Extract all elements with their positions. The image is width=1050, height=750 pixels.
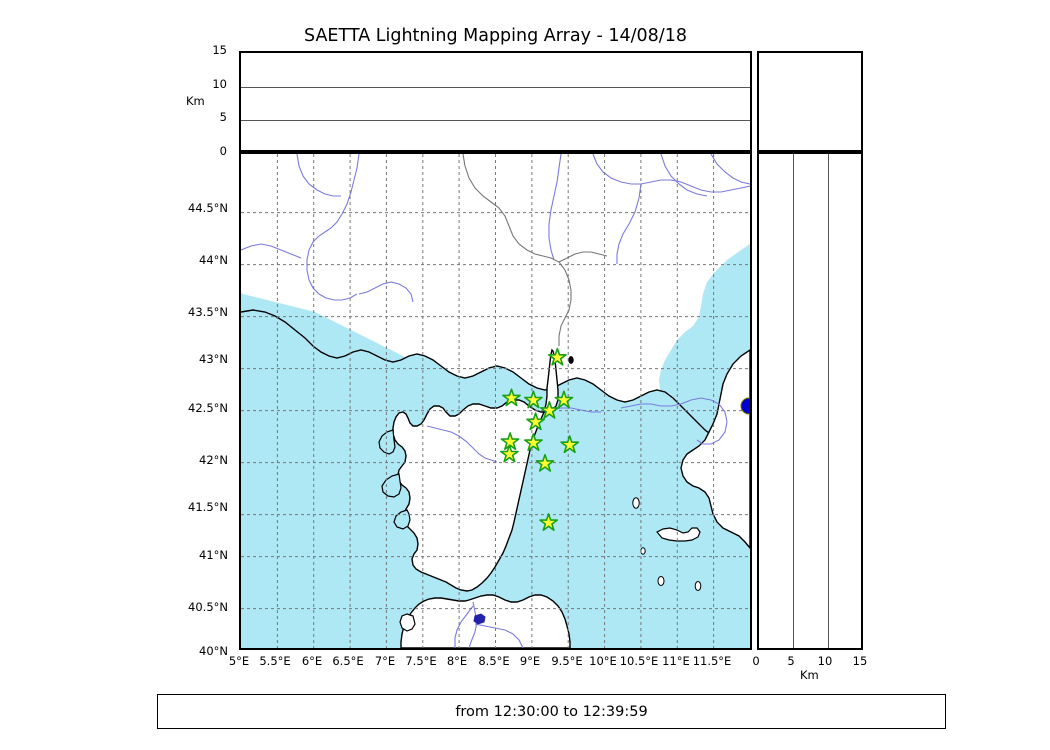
station-star	[535, 453, 555, 472]
map-plot-area	[241, 154, 750, 648]
sardinia-northwest-cape	[399, 613, 416, 632]
map-lon-tick-10: 10°E	[589, 654, 617, 668]
top-panel-ytick-5: 5	[219, 110, 227, 124]
border-italy-switzerland	[558, 251, 608, 263]
station-star	[502, 388, 521, 407]
map-lat-tick-43-5: 43.5°N	[188, 305, 228, 319]
river-sardinia-b	[474, 623, 524, 648]
coastline-france-italy	[241, 309, 750, 449]
corsica-west-coast-detail	[378, 429, 396, 455]
top-altitude-panel[interactable]	[239, 51, 752, 152]
station-star	[526, 412, 546, 431]
river-arno-upper	[550, 407, 601, 413]
map-lat-tick-42: 42°N	[199, 453, 228, 467]
map-lon-tick-5: 5°E	[228, 654, 250, 668]
station-star	[547, 347, 567, 366]
map-lon-tick-8-5: 8.5°E	[478, 654, 510, 668]
map-lon-tick-10-5: 10.5°E	[619, 654, 659, 668]
river-tributary-b	[241, 243, 302, 259]
station-star	[523, 390, 543, 409]
corner-panel-plot-area	[759, 53, 861, 150]
river-arno	[620, 397, 728, 445]
station-star	[554, 390, 574, 409]
side-panel-xtick-15: 15	[852, 654, 868, 668]
map-lon-tick-7: 7°E	[374, 654, 396, 668]
borders-layer	[462, 154, 608, 346]
river-ticino	[660, 154, 708, 197]
islet-pianosa	[657, 576, 665, 586]
map-lon-tick-11-5: 11.5°E	[692, 654, 732, 668]
map-lat-tick-41: 41°N	[199, 548, 228, 562]
status-bar[interactable]: from 12:30:00 to 12:39:59	[157, 694, 946, 729]
rivers-layer	[241, 154, 750, 648]
station-star	[523, 433, 543, 451]
top-panel-ytick-10: 10	[212, 77, 227, 91]
sardinia-landmass	[400, 594, 571, 648]
lma-stations-layer	[499, 347, 580, 531]
map-lon-tick-7-5: 7.5°E	[405, 654, 437, 668]
map-lat-tick-43: 43°N	[199, 352, 228, 366]
side-panel-gridline-5	[793, 154, 795, 648]
station-star	[560, 435, 580, 454]
elba-island	[656, 527, 701, 542]
map-lon-tick-9-5: 9.5°E	[551, 654, 583, 668]
top-panel-gridline-10	[241, 86, 750, 88]
river-tributary-a	[296, 154, 341, 197]
map-lon-tick-9: 9°E	[519, 654, 541, 668]
river-rhone	[306, 154, 360, 301]
map-lat-tick-44-5: 44.5°N	[188, 201, 228, 215]
map-lon-tick-6: 6°E	[301, 654, 323, 668]
top-panel-axis-label-km: Km	[186, 94, 205, 108]
river-sardinia-c	[454, 605, 474, 648]
map-lat-tick-44: 44°N	[199, 253, 228, 267]
islet-gorgona	[640, 547, 646, 555]
top-panel-plot-area	[241, 53, 750, 150]
islet-giglio	[568, 356, 574, 364]
map-lat-tick-41-5: 41.5°N	[188, 500, 228, 514]
river-po	[592, 154, 750, 193]
side-panel-axis-label-km: Km	[800, 668, 819, 682]
side-panel-xtick-0: 0	[752, 654, 760, 668]
border-france-italy	[462, 154, 572, 346]
map-lon-tick-5-5: 5.5°E	[259, 654, 291, 668]
station-star	[539, 400, 559, 419]
map-panel[interactable]	[239, 152, 752, 650]
corner-panel	[757, 51, 863, 152]
river-corsica-golo	[426, 425, 498, 463]
map-lon-tick-6-5: 6.5°E	[332, 654, 364, 668]
map-svg	[241, 154, 750, 648]
map-lat-tick-42-5: 42.5°N	[188, 401, 228, 415]
river-po-tributary	[616, 183, 642, 264]
lake-sardinia	[473, 613, 486, 625]
river-var	[548, 154, 562, 261]
status-bar-text: from 12:30:00 to 12:39:59	[455, 703, 648, 720]
vhf-source-point	[740, 397, 750, 415]
map-lat-tick-40-5: 40.5°N	[188, 600, 228, 614]
coastline-italy-tyrrhenian	[680, 349, 750, 550]
side-panel-gridline-10	[827, 154, 829, 648]
page-title: SAETTA Lightning Mapping Array - 14/08/1…	[304, 26, 687, 46]
top-panel-ytick-0: 0	[219, 144, 227, 158]
islet-capraia	[632, 497, 640, 509]
map-lon-tick-8: 8°E	[446, 654, 468, 668]
station-star	[499, 444, 519, 463]
side-altitude-panel[interactable]	[757, 152, 863, 650]
top-panel-gridline-5	[241, 120, 750, 122]
top-panel-ytick-15: 15	[212, 43, 227, 57]
map-lat-tick-40: 40°N	[199, 644, 228, 658]
river-sardinia-tirso	[468, 601, 478, 648]
side-panel-plot-area	[759, 154, 861, 648]
side-panel-xtick-5: 5	[787, 654, 795, 668]
river-adige	[710, 154, 750, 185]
river-durance	[358, 281, 414, 303]
islet-montecristo	[694, 581, 702, 591]
station-star	[539, 513, 559, 531]
map-lon-tick-11: 11°E	[662, 654, 690, 668]
side-panel-xtick-10: 10	[817, 654, 833, 668]
